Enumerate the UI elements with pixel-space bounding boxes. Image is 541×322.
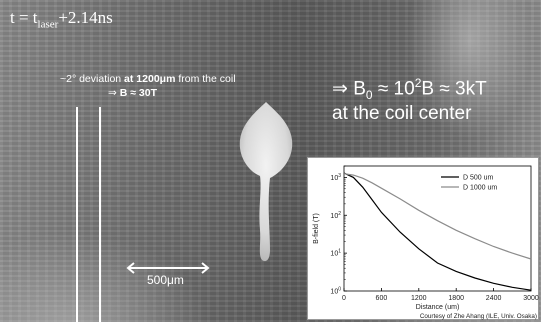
y-tick-label: 101 [330, 249, 341, 258]
x-tick-label: 0 [342, 295, 346, 302]
x-tick-label: 1200 [411, 295, 427, 302]
deviation-text-line1: ~2° deviation at 1200μm from the coil [60, 73, 236, 85]
series-line-2 [343, 173, 532, 260]
x-tick-label: 600 [376, 295, 388, 302]
legend-label-1: D 500 um [463, 175, 494, 182]
x-tick-label: 2400 [486, 295, 502, 302]
scale-bar-arrow [126, 262, 210, 274]
plot-frame [343, 165, 532, 292]
y-tick-label: 102 [330, 211, 341, 220]
b0-estimate-line1: ⇒ B0 ≈ 102B ≈ 3kT [332, 76, 487, 103]
reference-line-right [99, 107, 101, 322]
x-tick-label: 3000 [523, 295, 539, 302]
y-axis-label: B-field (T) [313, 213, 320, 244]
legend-label-2: D 1000 um [463, 185, 497, 192]
series-line-1 [343, 172, 532, 291]
y-tick-label: 103 [330, 173, 341, 182]
bfield-chart: 0 600 1200 1800 2400 3000 100 101 102 103 Distance… [307, 157, 539, 320]
plasma-plume [239, 102, 293, 262]
bfield-chart-svg: 0 600 1200 1800 2400 3000 100 101 102 103 Distance… [313, 165, 539, 320]
b0-estimate-line2: at the coil center [332, 103, 472, 124]
scale-bar-label: 500μm [147, 273, 184, 287]
y-tick-label: 100 [330, 287, 341, 296]
x-tick-label: 1800 [448, 295, 464, 302]
reference-line-left [76, 107, 78, 322]
chart-credit: Courtesy of Zhe Ahang (ILE, Univ. Osaka) [420, 313, 537, 320]
deviation-text-line2: ⇒ B ≈ 30T [108, 87, 157, 99]
x-axis-label: Distance (um) [416, 304, 460, 311]
time-label: t = tlaser+2.14ns [10, 8, 113, 31]
